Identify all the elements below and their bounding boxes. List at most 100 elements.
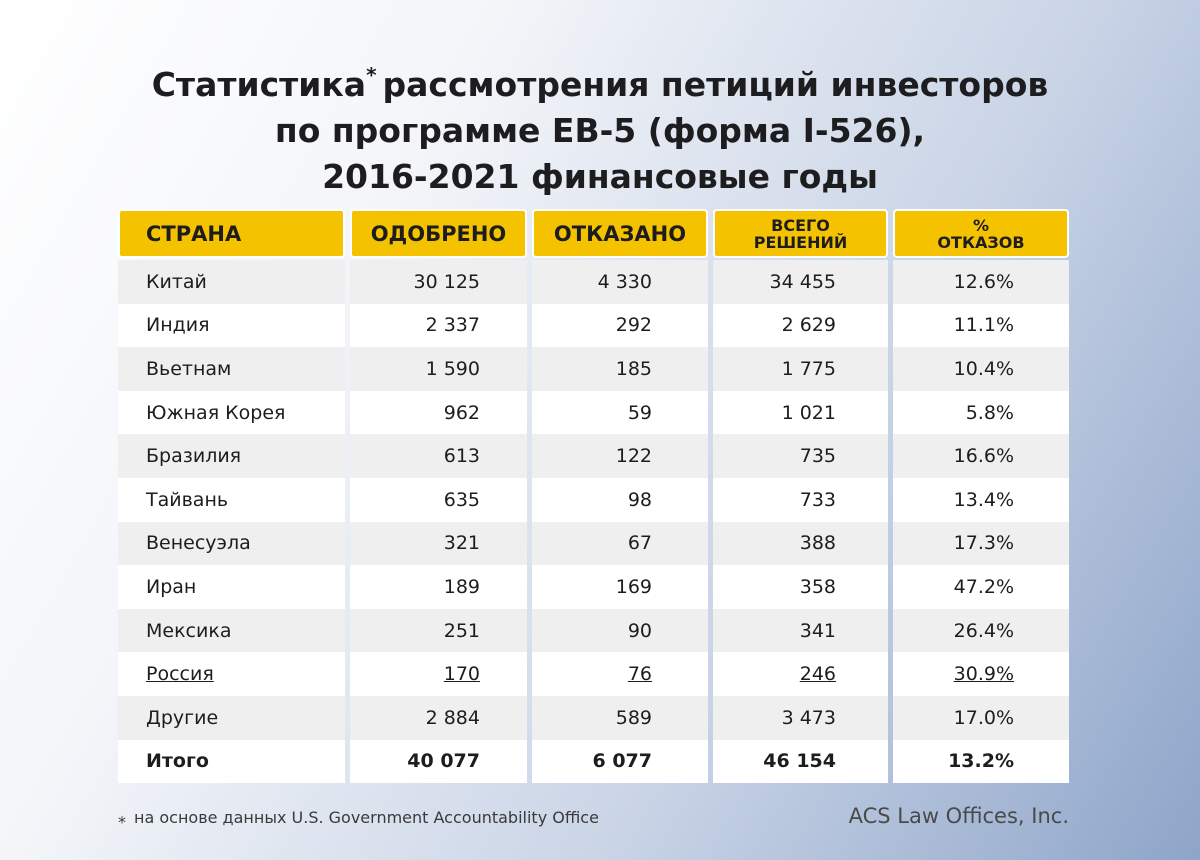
header-cell: ОДОБРЕНО <box>350 209 527 258</box>
footnote-text: на основе данных U.S. Government Account… <box>134 808 599 827</box>
cell-text: Бразилия <box>146 445 242 468</box>
cell-text: 3 473 <box>781 706 836 729</box>
table-cell: 17.3% <box>893 521 1069 566</box>
table-cell: 67 <box>532 521 708 566</box>
table-cell: 2 629 <box>713 303 888 348</box>
cell-text: Мексика <box>146 619 232 642</box>
header-text: % <box>972 215 990 235</box>
table-cell: 251 <box>350 608 527 653</box>
title-word: Статистика <box>151 65 367 104</box>
table-cell: 189 <box>350 565 527 609</box>
table-cell: 2 884 <box>350 695 527 740</box>
table-cell: Индия <box>118 303 345 348</box>
header-text: ОТКАЗАНО <box>553 221 687 246</box>
brand: ACS Law Offices, Inc. <box>848 804 1069 828</box>
table-cell: Иран <box>118 565 345 609</box>
table-cell: 26.4% <box>893 608 1069 653</box>
cell-text: 12.6% <box>953 270 1014 293</box>
cell-text: 16.6% <box>953 445 1014 468</box>
header-text: ОТКАЗОВ <box>937 232 1025 252</box>
cell-text: 2 337 <box>425 314 480 337</box>
cell-text: 10.4% <box>953 357 1014 380</box>
table-cell: 98 <box>532 477 708 522</box>
cell-text: 185 <box>615 357 652 380</box>
table-cell: 34 455 <box>713 260 888 304</box>
table-cell: 30.9% <box>893 652 1069 696</box>
cell-text: 34 455 <box>769 270 836 293</box>
table-cell: 59 <box>532 390 708 435</box>
cell-text: 46 154 <box>763 750 836 773</box>
cell-text: Китай <box>146 270 207 293</box>
cell-text: 17.3% <box>953 532 1014 555</box>
cell-text: 2 629 <box>781 314 836 337</box>
title-line: 2016-2021 финансовые годы <box>322 157 878 196</box>
title-line: по программе EB-5 (форма I-526), <box>274 111 926 150</box>
title: Статистика* рассмотрения петиций инвестор… <box>0 52 1200 200</box>
cell-text: Иран <box>146 575 197 598</box>
cell-text: Тайвань <box>146 488 229 511</box>
cell-text: 170 <box>443 663 480 686</box>
cell-text: 341 <box>799 619 836 642</box>
table-cell: 733 <box>713 477 888 522</box>
table-cell: 341 <box>713 608 888 653</box>
header-cell: % ОТКАЗОВ <box>893 209 1069 258</box>
table-cell: Тайвань <box>118 477 345 522</box>
cell-text: Венесуэла <box>146 532 251 555</box>
table-cell: 321 <box>350 521 527 566</box>
table-cell: Другие <box>118 695 345 740</box>
table-cell: 17.0% <box>893 695 1069 740</box>
cell-text: 292 <box>615 314 652 337</box>
table-cell: 169 <box>532 565 708 609</box>
title-line: Статистика* рассмотрения петиций инвестор… <box>0 52 1200 108</box>
table-cell: 635 <box>350 477 527 522</box>
cell-text: 122 <box>615 445 652 468</box>
cell-text: 169 <box>615 575 652 598</box>
table: СТРАНА ОДОБРЕНО ОТКАЗАНО ВСЕГО РЕШЕНИЙ% ОТКАЗ… <box>118 209 1069 784</box>
table-cell: 30 125 <box>350 260 527 304</box>
table-cell: 11.1% <box>893 303 1069 348</box>
table-cell: 76 <box>532 652 708 696</box>
header-cell: ВСЕГО РЕШЕНИЙ <box>713 209 888 258</box>
cell-text: 321 <box>443 532 480 555</box>
table-cell: 12.6% <box>893 260 1069 304</box>
table-cell: 90 <box>532 608 708 653</box>
header-text: РЕШЕНИЙ <box>753 232 848 252</box>
cell-text: 76 <box>627 663 652 686</box>
table-cell: 10.4% <box>893 347 1069 391</box>
table-cell: Бразилия <box>118 434 345 478</box>
table-cell: 13.2% <box>893 739 1069 784</box>
cell-text: 388 <box>799 532 836 555</box>
table-cell: 5.8% <box>893 390 1069 435</box>
cell-text: 5.8% <box>965 401 1014 424</box>
table-cell: 962 <box>350 390 527 435</box>
table-cell: 358 <box>713 565 888 609</box>
header-cell: ОТКАЗАНО <box>532 209 708 258</box>
cell-text: 1 775 <box>781 357 836 380</box>
header-text: ОДОБРЕНО <box>370 221 507 246</box>
header-text: ВСЕГО <box>771 215 830 235</box>
cell-text: 635 <box>443 488 480 511</box>
cell-text: 40 077 <box>407 750 480 773</box>
table-cell: Итого <box>118 739 345 784</box>
table-cell: 16.6% <box>893 434 1069 478</box>
table-cell: Китай <box>118 260 345 304</box>
table-cell: 1 590 <box>350 347 527 391</box>
cell-text: 358 <box>799 575 836 598</box>
table-cell: Венесуэла <box>118 521 345 566</box>
cell-text: Индия <box>146 314 210 337</box>
cell-text: Другие <box>146 706 219 729</box>
table-cell: Вьетнам <box>118 347 345 391</box>
cell-text: 1 021 <box>781 401 836 424</box>
table-cell: 735 <box>713 434 888 478</box>
cell-text: 733 <box>799 488 836 511</box>
table-cell: Россия <box>118 652 345 696</box>
cell-text: 251 <box>443 619 480 642</box>
cell-text: 1 590 <box>425 357 480 380</box>
cell-text: 47.2% <box>953 575 1014 598</box>
title-rest: рассмотрения петиций инвесторов <box>382 65 1049 104</box>
cell-text: 189 <box>443 575 480 598</box>
table-cell: Мексика <box>118 608 345 653</box>
table-cell: 1 775 <box>713 347 888 391</box>
table-cell: 292 <box>532 303 708 348</box>
cell-text: Итого <box>146 750 209 773</box>
